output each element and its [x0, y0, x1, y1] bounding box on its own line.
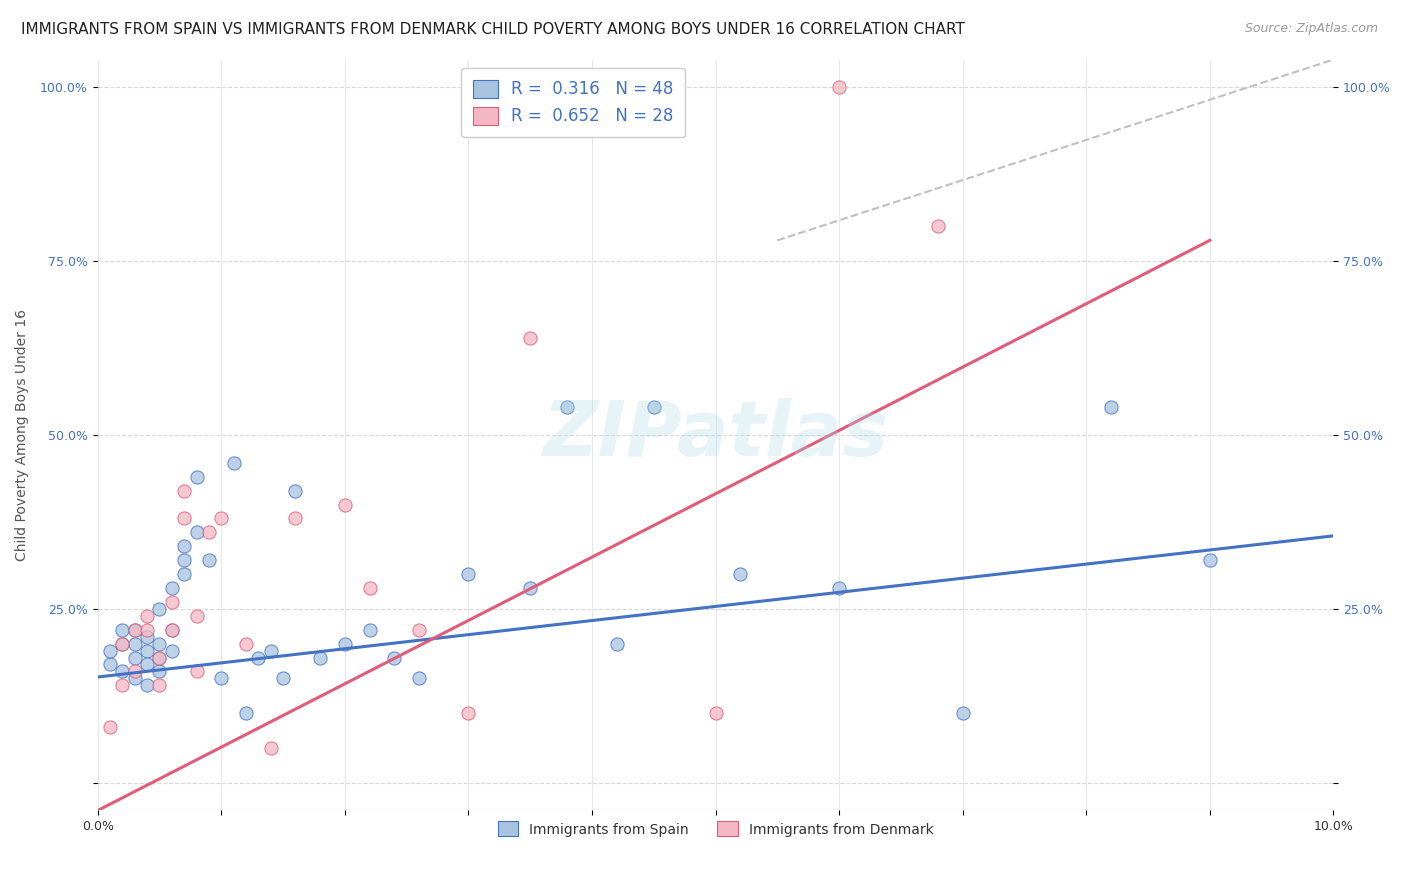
Point — [111, 623, 134, 637]
Point — [148, 650, 170, 665]
Point — [260, 740, 283, 755]
Point — [173, 567, 195, 582]
Point — [382, 650, 405, 665]
Point — [222, 456, 245, 470]
Point — [160, 581, 183, 595]
Point — [408, 623, 430, 637]
Point — [148, 650, 170, 665]
Legend: Immigrants from Spain, Immigrants from Denmark: Immigrants from Spain, Immigrants from D… — [489, 813, 942, 845]
Point — [160, 643, 183, 657]
Point — [260, 643, 283, 657]
Point — [555, 401, 578, 415]
Point — [186, 469, 208, 483]
Point — [136, 678, 159, 692]
Point — [457, 706, 479, 720]
Point — [98, 720, 121, 734]
Point — [359, 581, 381, 595]
Point — [124, 650, 146, 665]
Y-axis label: Child Poverty Among Boys Under 16: Child Poverty Among Boys Under 16 — [15, 309, 30, 561]
Point — [136, 643, 159, 657]
Text: Source: ZipAtlas.com: Source: ZipAtlas.com — [1244, 22, 1378, 36]
Point — [111, 678, 134, 692]
Point — [186, 608, 208, 623]
Point — [124, 623, 146, 637]
Point — [704, 706, 727, 720]
Point — [457, 567, 479, 582]
Point — [284, 511, 307, 525]
Point — [111, 665, 134, 679]
Point — [333, 637, 356, 651]
Point — [148, 602, 170, 616]
Point — [160, 623, 183, 637]
Text: IMMIGRANTS FROM SPAIN VS IMMIGRANTS FROM DENMARK CHILD POVERTY AMONG BOYS UNDER : IMMIGRANTS FROM SPAIN VS IMMIGRANTS FROM… — [21, 22, 965, 37]
Point — [98, 657, 121, 672]
Point — [828, 80, 851, 95]
Point — [235, 706, 257, 720]
Point — [209, 672, 232, 686]
Point — [209, 511, 232, 525]
Point — [160, 623, 183, 637]
Point — [1099, 401, 1122, 415]
Point — [173, 483, 195, 498]
Point — [927, 219, 949, 234]
Point — [173, 511, 195, 525]
Point — [186, 525, 208, 540]
Point — [148, 665, 170, 679]
Point — [408, 672, 430, 686]
Point — [198, 525, 221, 540]
Point — [124, 672, 146, 686]
Point — [519, 581, 541, 595]
Point — [235, 637, 257, 651]
Point — [359, 623, 381, 637]
Point — [173, 539, 195, 553]
Text: ZIPatlas: ZIPatlas — [543, 398, 889, 472]
Point — [148, 678, 170, 692]
Point — [111, 637, 134, 651]
Point — [111, 637, 134, 651]
Point — [186, 665, 208, 679]
Point — [606, 637, 628, 651]
Point — [136, 657, 159, 672]
Point — [1198, 553, 1220, 567]
Point — [730, 567, 752, 582]
Point — [284, 483, 307, 498]
Point — [148, 637, 170, 651]
Point — [333, 498, 356, 512]
Point — [271, 672, 294, 686]
Point — [136, 623, 159, 637]
Point — [643, 401, 665, 415]
Point — [124, 623, 146, 637]
Point — [136, 608, 159, 623]
Point — [198, 553, 221, 567]
Point — [124, 637, 146, 651]
Point — [98, 643, 121, 657]
Point — [160, 595, 183, 609]
Point — [828, 581, 851, 595]
Point — [247, 650, 270, 665]
Point — [309, 650, 332, 665]
Point — [952, 706, 974, 720]
Point — [519, 331, 541, 345]
Point — [124, 665, 146, 679]
Point — [173, 553, 195, 567]
Point — [136, 630, 159, 644]
